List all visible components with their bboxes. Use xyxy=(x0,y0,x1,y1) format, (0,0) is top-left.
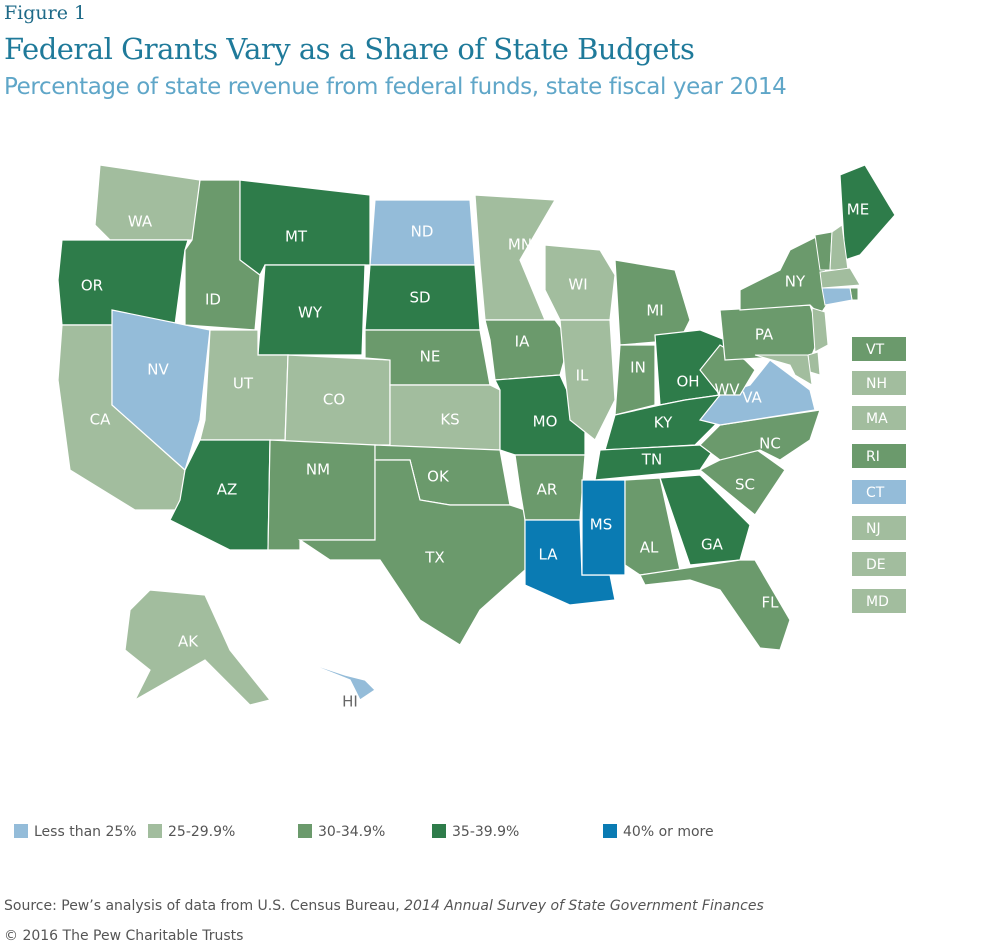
state-label: VA xyxy=(742,389,762,407)
state-label: TN xyxy=(641,451,662,469)
state-label: FL xyxy=(762,594,780,612)
state-label: OH xyxy=(676,373,699,391)
state-label: ND xyxy=(411,223,434,241)
state xyxy=(614,344,656,416)
state-label: AZ xyxy=(217,481,238,499)
state-label: IN xyxy=(630,359,646,377)
figure-label: Figure 1 xyxy=(4,2,87,24)
legend-swatch xyxy=(148,824,162,838)
state xyxy=(699,344,756,396)
legend-swatch xyxy=(298,824,312,838)
state xyxy=(819,267,861,289)
state-label: KS xyxy=(440,411,459,429)
state-label: NV xyxy=(147,361,169,379)
state xyxy=(111,309,211,472)
state xyxy=(474,194,557,321)
callout-label: DE xyxy=(866,557,886,573)
state xyxy=(298,459,526,646)
callout-label: MD xyxy=(866,594,889,610)
callout-label: MA xyxy=(866,411,888,427)
state-label: NM xyxy=(306,461,330,479)
copyright: © 2016 The Pew Charitable Trusts xyxy=(4,928,244,944)
state xyxy=(821,287,853,306)
state-label: NC xyxy=(759,435,781,453)
map: WA OR CA NV ID MT WY UT CO AZ NM ND SD NE KS OK TX MN IA MO… xyxy=(14,164,906,840)
callout-box xyxy=(852,589,906,613)
state-label: ME xyxy=(847,201,869,219)
state-label: MT xyxy=(285,228,308,246)
state-label: WA xyxy=(128,213,153,231)
legend-label: 30-34.9% xyxy=(318,824,385,840)
state-label: NE xyxy=(420,348,441,366)
legend-label: 40% or more xyxy=(623,824,714,840)
callout-box xyxy=(852,406,906,430)
legend-swatch xyxy=(14,824,28,838)
subtitle: Percentage of state revenue from federal… xyxy=(4,74,787,100)
state-label: ID xyxy=(205,291,221,309)
state-label: SC xyxy=(735,476,755,494)
legend-label: Less than 25% xyxy=(34,824,137,840)
state-label: MS xyxy=(590,516,612,534)
state-label: AK xyxy=(178,633,199,651)
state-label: NY xyxy=(785,273,806,291)
state-label: UT xyxy=(233,375,254,393)
state xyxy=(124,589,272,706)
state-label: CA xyxy=(90,411,111,429)
state-label: OK xyxy=(427,468,450,486)
legend-swatch xyxy=(432,824,446,838)
state-label: WV xyxy=(714,381,740,399)
state-label: AL xyxy=(640,539,659,557)
callout-label: VT xyxy=(866,342,885,358)
callout-box xyxy=(852,516,906,540)
state-label: IA xyxy=(515,333,530,351)
state xyxy=(754,354,813,386)
state-label: PA xyxy=(755,326,774,344)
legend-swatch xyxy=(603,824,617,838)
callout-box xyxy=(852,552,906,576)
state xyxy=(594,439,722,481)
title: Federal Grants Vary as a Share of State … xyxy=(4,32,695,66)
state xyxy=(267,439,376,551)
callout-box xyxy=(852,444,906,468)
state-label: KY xyxy=(654,414,673,432)
state xyxy=(811,307,829,353)
callout-box xyxy=(852,371,906,395)
state xyxy=(639,559,791,651)
state xyxy=(581,479,626,576)
state-label: GA xyxy=(701,536,724,554)
state-label: WY xyxy=(298,304,323,322)
callout-box xyxy=(852,480,906,504)
source-text: Source: Pew’s analysis of data from U.S.… xyxy=(4,898,400,914)
state xyxy=(614,259,691,346)
state xyxy=(257,264,366,356)
callout-box xyxy=(852,337,906,361)
state-label: SD xyxy=(409,289,430,307)
state-label: HI xyxy=(342,693,358,711)
state-label: WI xyxy=(568,276,587,294)
state xyxy=(524,519,616,606)
state xyxy=(659,474,751,566)
callout-label: RI xyxy=(866,449,880,465)
state-label: TX xyxy=(424,549,444,567)
state-label: OR xyxy=(81,277,103,295)
callout-label: CT xyxy=(866,485,885,501)
source: Source: Pew’s analysis of data from U.S.… xyxy=(4,898,764,914)
source-title: 2014 Annual Survey of State Government F… xyxy=(404,898,764,914)
state-label: AR xyxy=(537,481,558,499)
state xyxy=(559,319,616,441)
callout-label: NJ xyxy=(866,521,881,537)
state-label: MO xyxy=(533,413,558,431)
legend-label: 25-29.9% xyxy=(168,824,235,840)
state xyxy=(299,659,376,701)
state-label: MN xyxy=(508,236,532,254)
state-label: IL xyxy=(576,367,589,385)
callout-label: NH xyxy=(866,376,887,392)
state-label: MI xyxy=(646,302,663,320)
state-label: LA xyxy=(539,546,559,564)
state-label: CO xyxy=(323,391,345,409)
legend-label: 35-39.9% xyxy=(452,824,519,840)
